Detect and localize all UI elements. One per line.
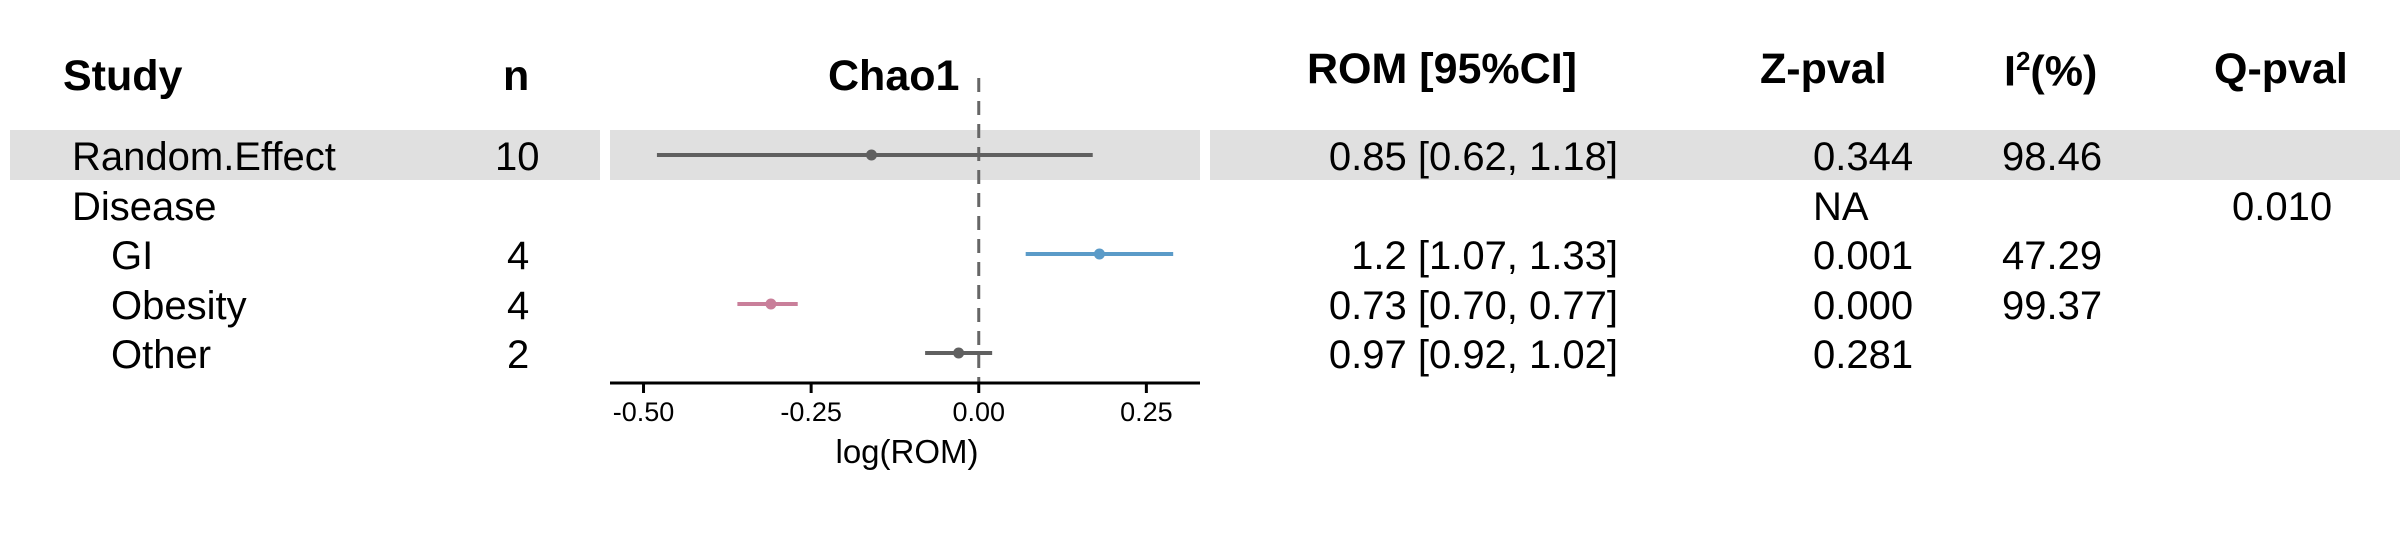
point-estimate-1 — [1093, 248, 1105, 260]
header-i2: I2(%) — [2004, 46, 2098, 96]
point-estimate-0 — [865, 149, 877, 161]
row-zpval-other: 0.281 — [1813, 333, 1914, 377]
row-zpval-disease: NA — [1813, 185, 1869, 229]
x-tick-label-2: 0.00 — [952, 397, 1005, 427]
row-n-random-effect: 10 — [495, 135, 540, 179]
row-n-obesity: 4 — [507, 284, 530, 328]
summary-row-band-right — [1210, 130, 2400, 180]
row-study-disease: Disease — [72, 185, 217, 229]
header-n: n — [503, 52, 530, 100]
row-study-random-effect: Random.Effect — [72, 135, 336, 179]
row-study-gi: GI — [111, 234, 154, 278]
row-i2-obesity: 99.37 — [2002, 284, 2103, 328]
row-zpval-gi: 0.001 — [1813, 234, 1914, 278]
row-zpval-random-effect: 0.344 — [1813, 135, 1914, 179]
x-axis-label: log(ROM) — [835, 433, 978, 470]
row-zpval-obesity: 0.000 — [1813, 284, 1914, 328]
plot-title: Chao1 — [828, 52, 960, 100]
x-tick-label-3: 0.25 — [1120, 397, 1173, 427]
row-n-other: 2 — [507, 333, 530, 377]
row-i2-random-effect: 98.46 — [2002, 135, 2103, 179]
summary-row-band-left — [10, 130, 600, 180]
header-study: Study — [63, 52, 183, 100]
row-rom-other: 0.97 [0.92, 1.02] — [1328, 333, 1618, 377]
point-estimate-2 — [765, 298, 777, 310]
header-qpval: Q-pval — [2214, 45, 2348, 93]
header-zpval: Z-pval — [1760, 45, 1887, 93]
x-tick-label-0: -0.50 — [613, 397, 675, 427]
row-rom-gi: 1.2 [1.07, 1.33] — [1351, 234, 1618, 278]
row-qpval-disease: 0.010 — [2232, 185, 2333, 229]
row-i2-gi: 47.29 — [2002, 234, 2103, 278]
header-rom: ROM [95%CI] — [1307, 45, 1577, 93]
row-rom-obesity: 0.73 [0.70, 0.77] — [1328, 284, 1618, 328]
row-study-obesity: Obesity — [111, 284, 247, 328]
row-study-other: Other — [111, 333, 212, 377]
point-estimate-3 — [953, 347, 965, 359]
x-tick-label-1: -0.25 — [780, 397, 842, 427]
row-n-gi: 4 — [507, 234, 530, 278]
row-rom-random-effect: 0.85 [0.62, 1.18] — [1328, 135, 1618, 179]
